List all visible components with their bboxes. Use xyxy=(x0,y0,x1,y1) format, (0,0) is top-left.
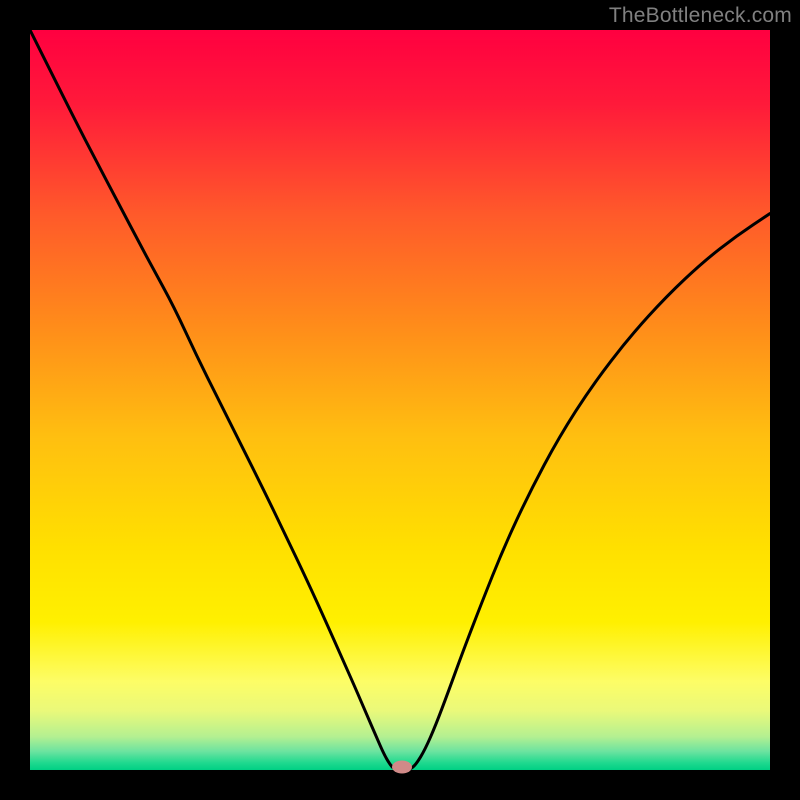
bottleneck-curve xyxy=(30,30,770,770)
chart-container: TheBottleneck.com xyxy=(0,0,800,800)
plot-area xyxy=(30,30,770,770)
watermark-text: TheBottleneck.com xyxy=(609,4,792,28)
optimal-point-marker xyxy=(392,761,412,774)
